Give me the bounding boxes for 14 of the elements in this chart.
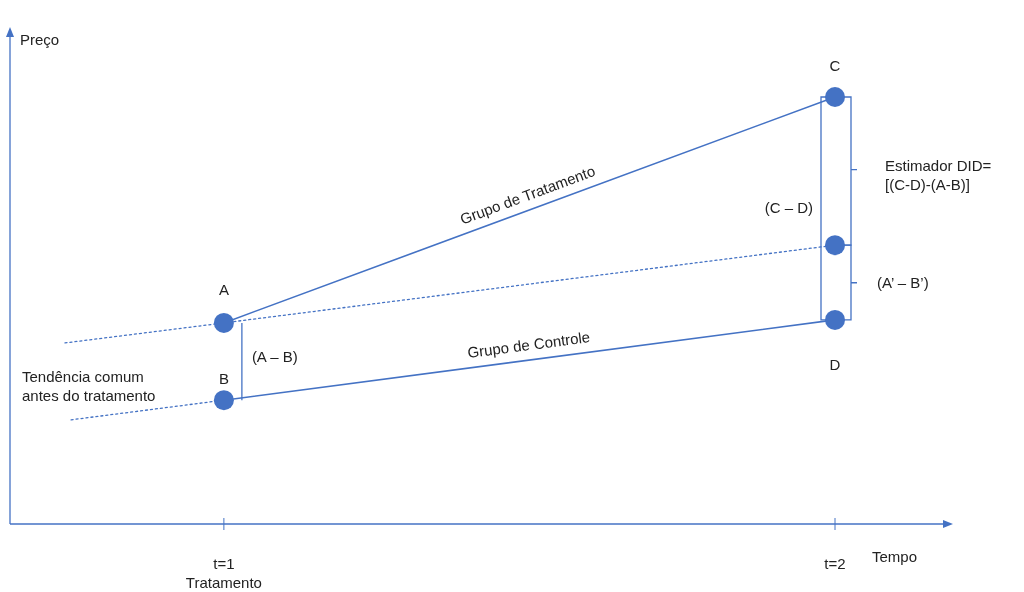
annotation: (A – B) [251, 347, 298, 365]
x-axis-title: Tempo [872, 548, 918, 565]
x-tick-label: t=2 [824, 555, 846, 572]
annotation: B [218, 370, 229, 388]
y-axis-title: Preço [20, 31, 60, 48]
annotation: A [218, 280, 229, 298]
annotation: (A’ – B’) [877, 273, 929, 291]
x-tick-label: t=1 Tratamento [185, 555, 262, 591]
annotation: Estimador DID= [(C-D)-(A-B)] [885, 157, 992, 193]
annotation: D [829, 355, 841, 373]
text: C [829, 57, 841, 74]
text: Grupo de Controle [466, 328, 592, 362]
annotation: Tendência comum antes do tratamento [22, 368, 156, 404]
annotation: (C – D) [764, 199, 813, 217]
